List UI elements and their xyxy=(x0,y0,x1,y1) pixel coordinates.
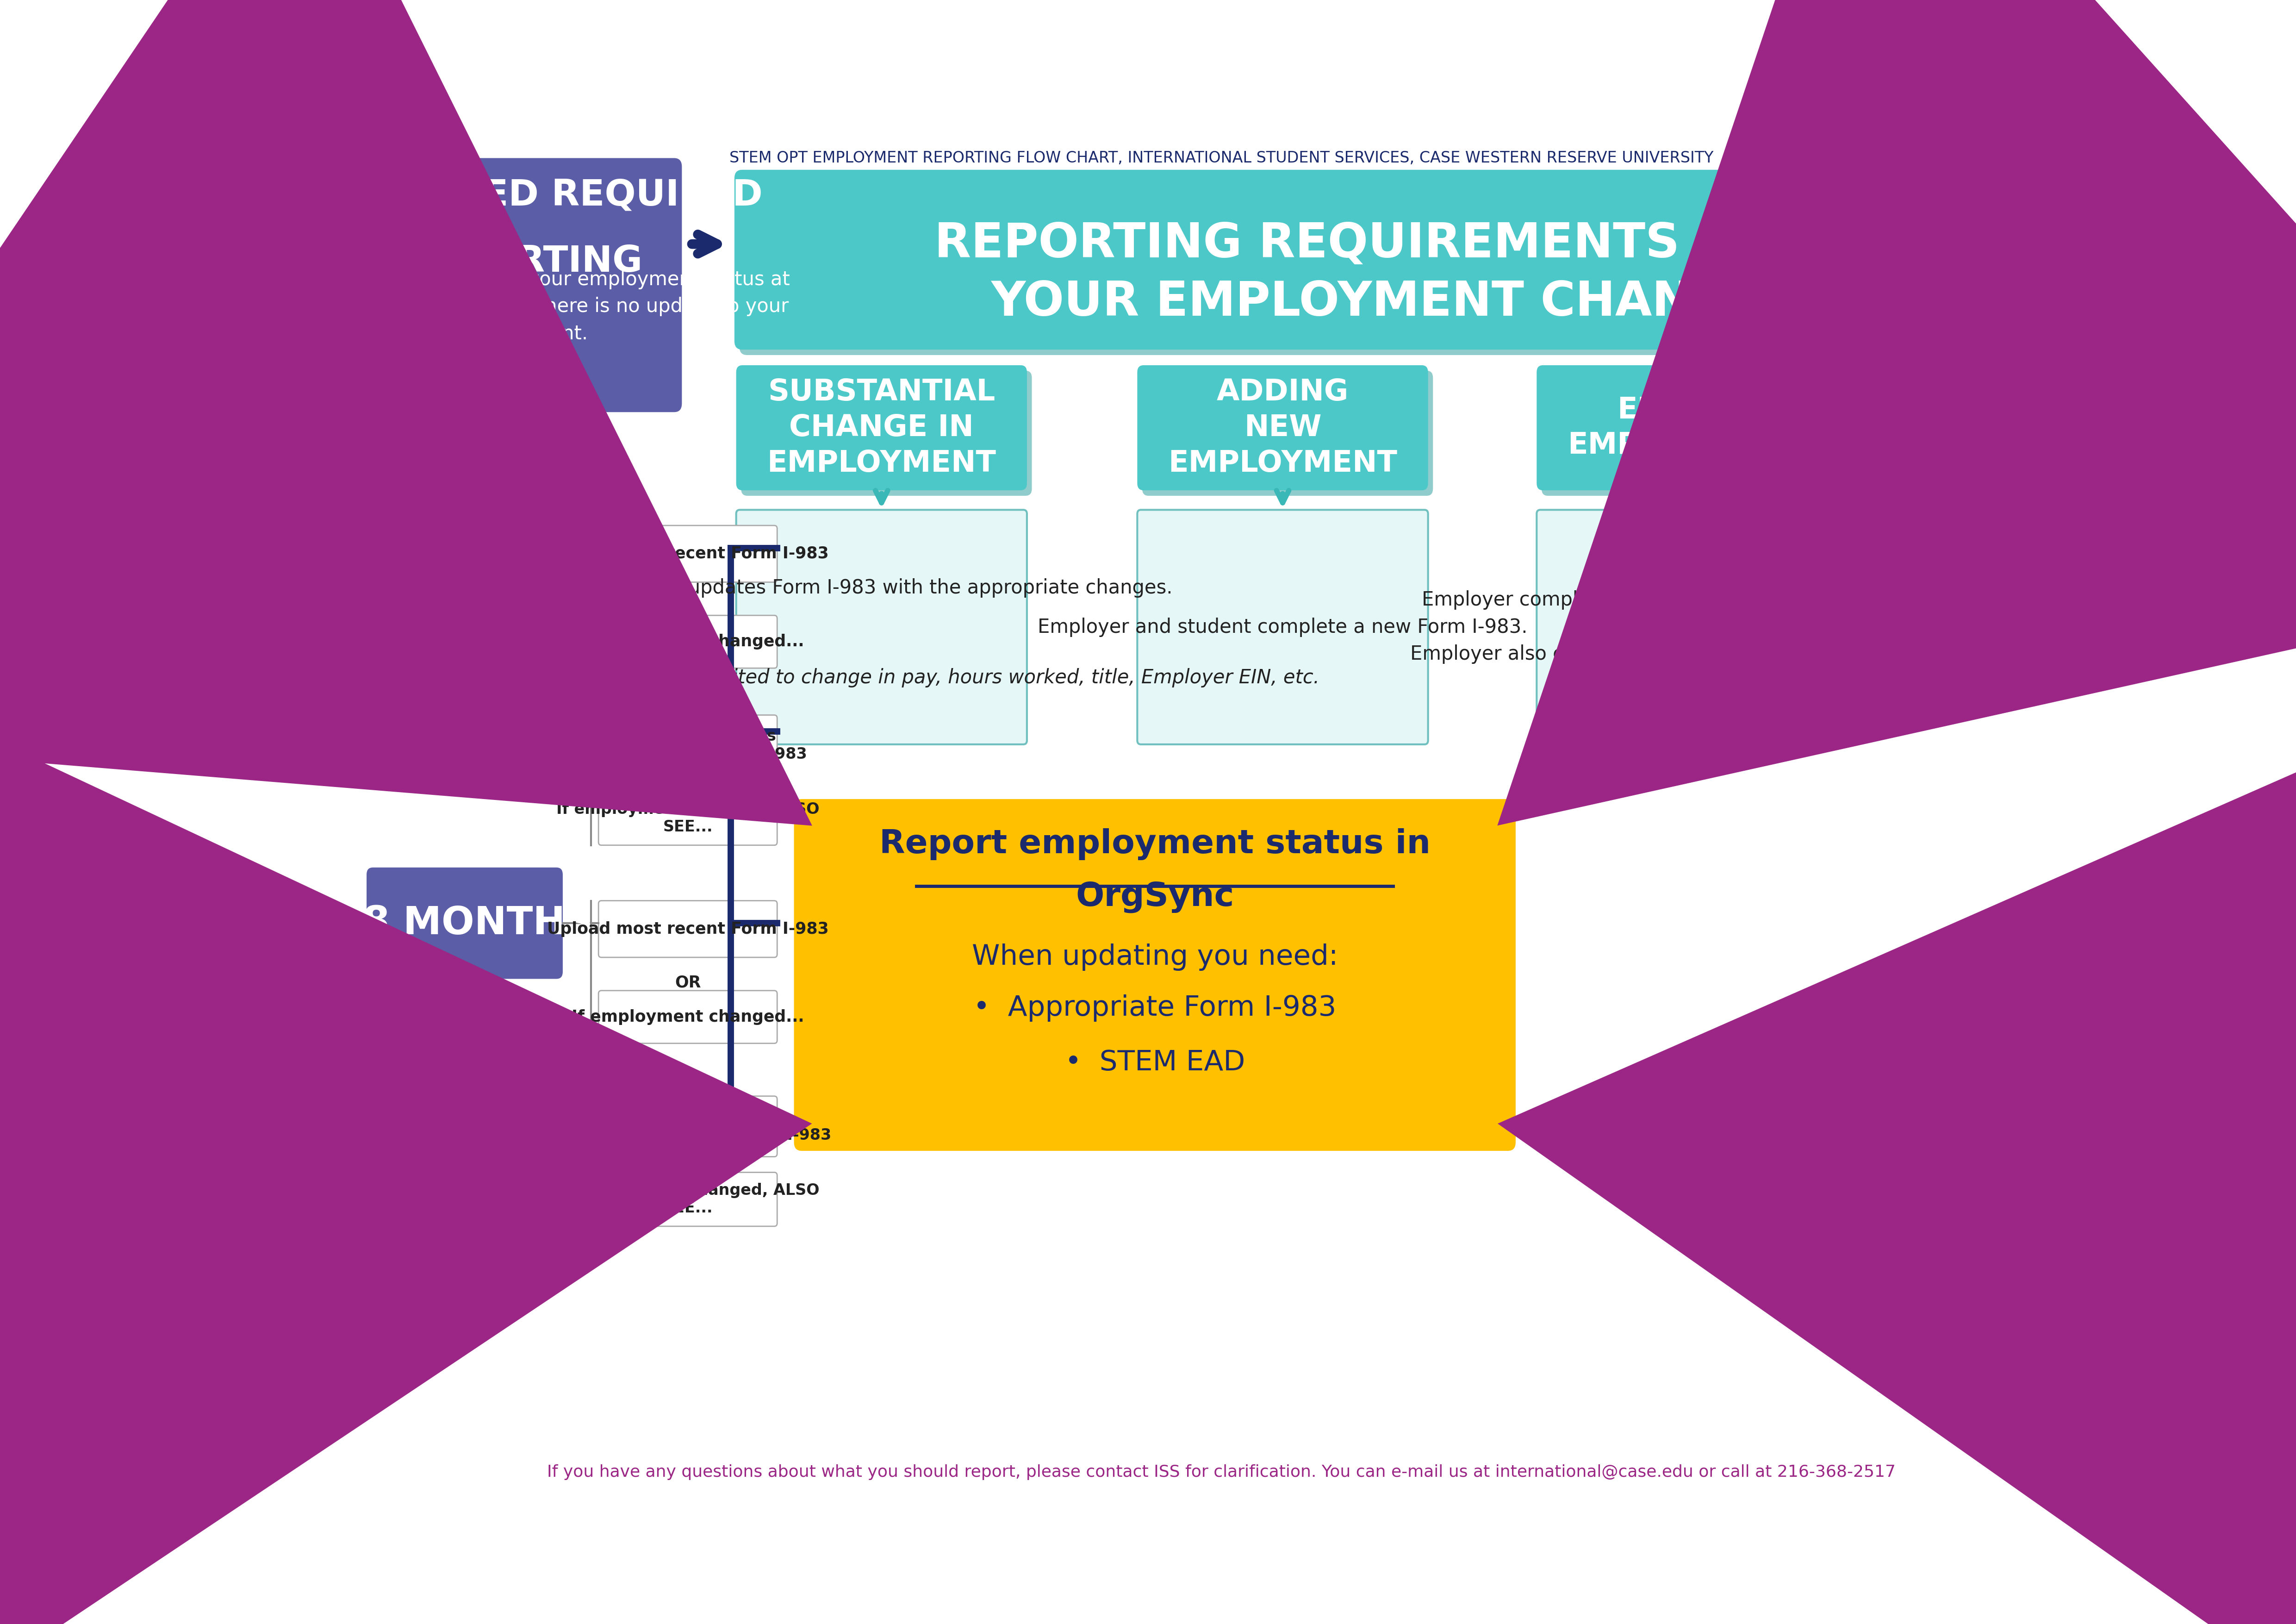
Text: Employer updates Form I-983 with the appropriate changes.: Employer updates Form I-983 with the app… xyxy=(590,578,1173,598)
FancyBboxPatch shape xyxy=(599,1173,776,1226)
FancyBboxPatch shape xyxy=(1536,510,1828,744)
FancyBboxPatch shape xyxy=(739,175,2078,356)
FancyBboxPatch shape xyxy=(1137,510,1428,744)
Text: If you have any questions about what you should report, please contact ISS for c: If you have any questions about what you… xyxy=(546,1465,1896,1479)
Text: If employment changed...: If employment changed... xyxy=(572,1009,804,1025)
Text: STEM OPT EMPLOYMENT REPORTING FLOW CHART, INTERNATIONAL STUDENT SERVICES, CASE W: STEM OPT EMPLOYMENT REPORTING FLOW CHART… xyxy=(730,151,1713,166)
Text: 18 MONTHS: 18 MONTHS xyxy=(335,905,592,942)
FancyBboxPatch shape xyxy=(1536,365,1828,490)
FancyBboxPatch shape xyxy=(794,799,1515,1151)
FancyBboxPatch shape xyxy=(599,991,776,1043)
Text: If employment changed, ALSO
SEE...: If employment changed, ALSO SEE... xyxy=(556,1182,820,1216)
Text: OR: OR xyxy=(675,974,700,991)
Text: ENDING
EMPLOYMENT: ENDING EMPLOYMENT xyxy=(1568,396,1795,460)
FancyBboxPatch shape xyxy=(737,510,1026,744)
FancyBboxPatch shape xyxy=(367,1057,563,1168)
FancyBboxPatch shape xyxy=(1141,370,1433,495)
Text: Employer completes
“Evaluation” on Form I-983: Employer completes “Evaluation” on Form … xyxy=(569,729,808,762)
Text: Upload most recent Form I-983: Upload most recent Form I-983 xyxy=(546,546,829,562)
Text: ADDING
NEW
EMPLOYMENT: ADDING NEW EMPLOYMENT xyxy=(1169,378,1398,477)
Text: Employer completes
“Final Evaluation” on Form I-983: Employer completes “Final Evaluation” on… xyxy=(544,1109,831,1143)
Text: TIME-BASED REQUIRED: TIME-BASED REQUIRED xyxy=(285,177,762,213)
Text: SUBSTANTIAL
CHANGE IN
EMPLOYMENT: SUBSTANTIAL CHANGE IN EMPLOYMENT xyxy=(767,378,996,477)
Text: If employment changed...: If employment changed... xyxy=(572,633,804,650)
FancyBboxPatch shape xyxy=(599,901,776,958)
Text: •  Appropriate Form I-983: • Appropriate Form I-983 xyxy=(974,994,1336,1021)
Text: Report employment status in: Report employment status in xyxy=(879,828,1430,861)
FancyBboxPatch shape xyxy=(1541,370,1832,495)
Text: This can include but is not limited to change in pay, hours worked, title, Emplo: This can include but is not limited to c… xyxy=(443,667,1320,687)
Text: 12 MONTHS: 12 MONTHS xyxy=(335,713,592,750)
FancyBboxPatch shape xyxy=(367,867,563,979)
FancyBboxPatch shape xyxy=(735,171,2073,349)
Text: 24 MONTHS: 24 MONTHS xyxy=(335,1095,592,1132)
FancyBboxPatch shape xyxy=(742,370,1031,495)
Text: OrgSync: OrgSync xyxy=(1075,882,1233,913)
Text: When updating you need:: When updating you need: xyxy=(971,944,1339,971)
FancyBboxPatch shape xyxy=(599,526,776,581)
FancyBboxPatch shape xyxy=(737,365,1026,490)
FancyBboxPatch shape xyxy=(599,791,776,844)
Text: REPORTING REQUIREMENTS FOR IF: REPORTING REQUIREMENTS FOR IF xyxy=(934,221,1874,268)
Text: OR: OR xyxy=(675,599,700,615)
Text: REPORTING: REPORTING xyxy=(406,244,643,279)
FancyBboxPatch shape xyxy=(367,492,563,604)
FancyBboxPatch shape xyxy=(599,615,776,667)
FancyBboxPatch shape xyxy=(599,715,776,776)
FancyBboxPatch shape xyxy=(1137,365,1428,490)
Text: YOUR EMPLOYMENT CHANGES:: YOUR EMPLOYMENT CHANGES: xyxy=(992,279,1816,326)
FancyBboxPatch shape xyxy=(367,676,563,788)
Text: Employer and student complete a new Form I-983.: Employer and student complete a new Form… xyxy=(1038,617,1527,637)
Text: •  STEM EAD: • STEM EAD xyxy=(1065,1049,1244,1077)
FancyBboxPatch shape xyxy=(367,158,682,412)
Text: 6 MONTHS: 6 MONTHS xyxy=(349,529,581,567)
Text: Upload most recent Form I-983: Upload most recent Form I-983 xyxy=(546,921,829,937)
FancyBboxPatch shape xyxy=(599,1096,776,1156)
Text: If employment changed, ALSO
SEE...: If employment changed, ALSO SEE... xyxy=(556,802,820,835)
Text: * You are required to report your employment status at
these time-intervals, eve: * You are required to report your employ… xyxy=(259,270,790,343)
Text: Employer completes “Final Evaluation” on Form I-983.

Employer also e-mails ISS : Employer completes “Final Evaluation” on… xyxy=(1410,590,1954,664)
